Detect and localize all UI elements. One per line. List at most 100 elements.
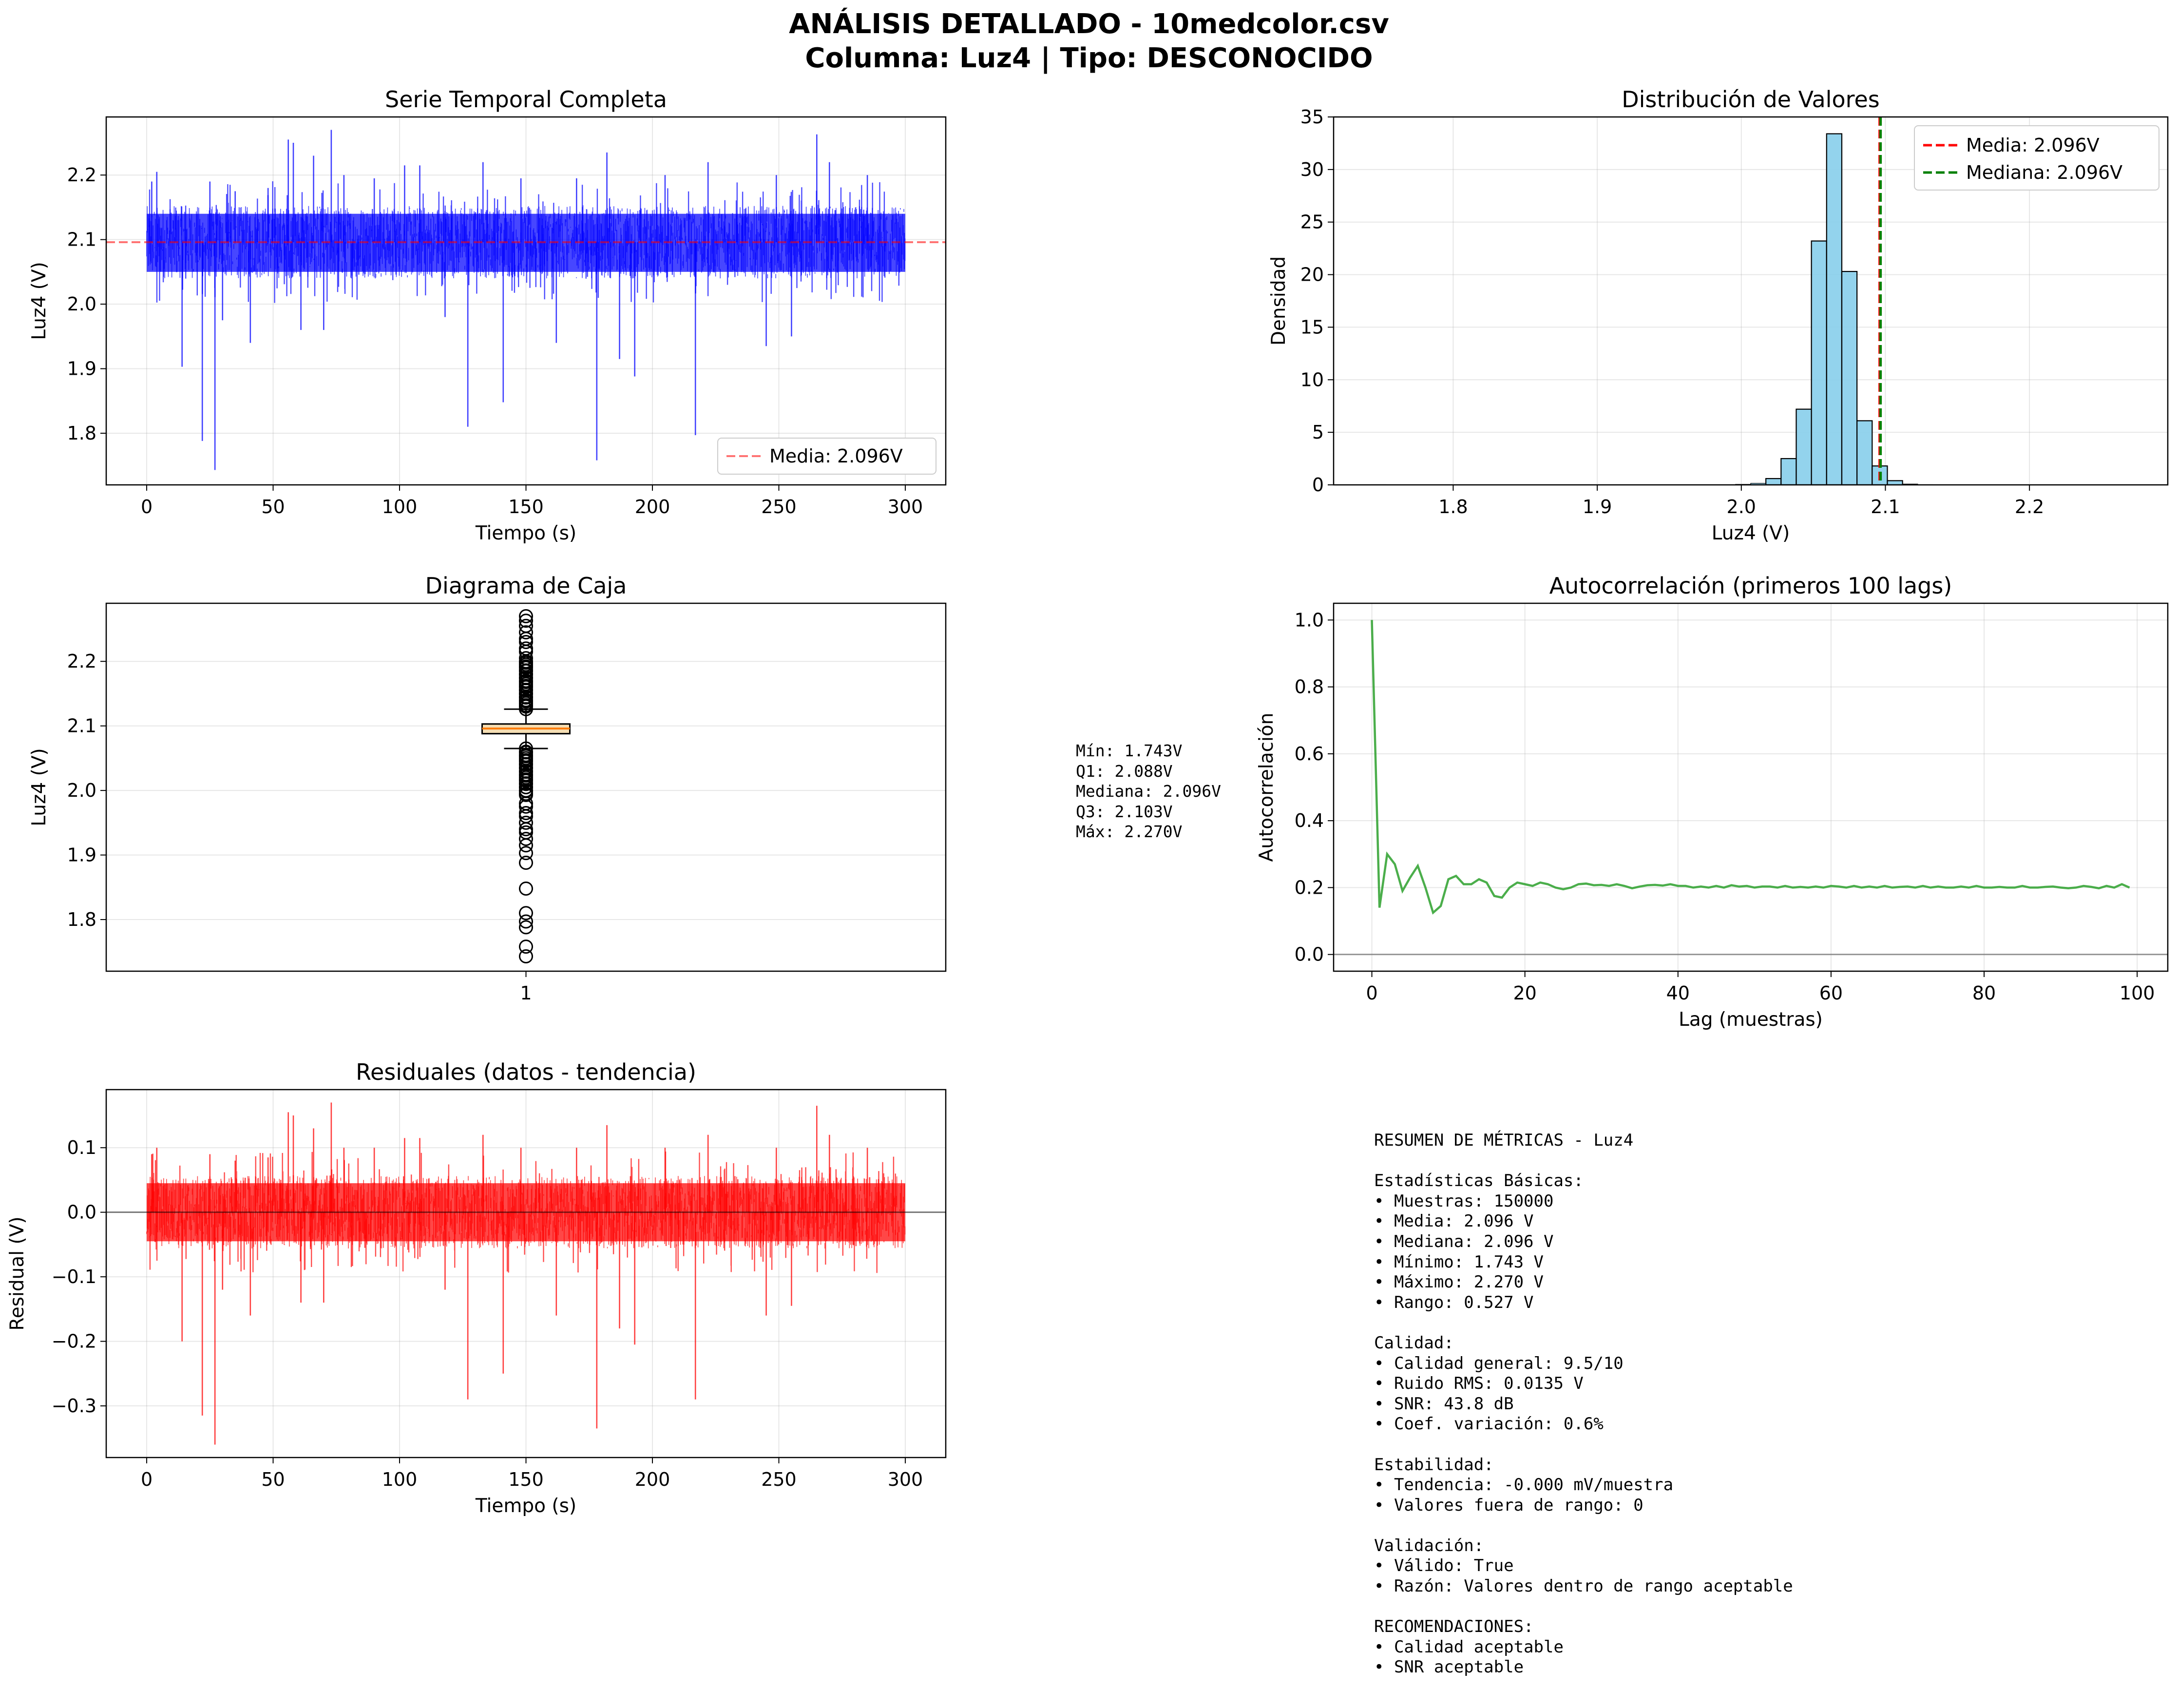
outlier-point bbox=[519, 765, 533, 779]
chart-histogram: 1.8 1.9 2.0 2.1 2.2 0 5 10 15 20 25 30 35 Distribució… bbox=[1268, 86, 2169, 544]
plot-area bbox=[1334, 620, 2168, 956]
summary-line bbox=[1374, 1516, 1793, 1536]
y-tick-label: 2.2 bbox=[67, 651, 96, 672]
summary-line: Calidad: bbox=[1374, 1333, 1454, 1353]
x-tick-label: 200 bbox=[635, 496, 670, 518]
outlier-point bbox=[519, 768, 533, 783]
box-stat-line: Mediana: 2.096V bbox=[1076, 782, 1222, 801]
outlier-point bbox=[519, 806, 533, 820]
box-stat-line: Máx: 2.270V bbox=[1076, 822, 1183, 842]
y-tick-label: 2.1 bbox=[67, 715, 96, 737]
plot-area bbox=[106, 130, 946, 470]
x-axis-label: Luz4 (V) bbox=[1712, 522, 1790, 544]
summary-line: • Calidad general: 9.5/10 bbox=[1374, 1353, 1624, 1373]
chart-title: Distribución de Valores bbox=[1622, 86, 1880, 113]
chart-title: Residuales (datos - tendencia) bbox=[356, 1059, 696, 1085]
chart-residuals: 0 50 100 150 200 250 300 −0.3 −0.2 −0.1 0.0 0.1 Resi… bbox=[6, 1059, 947, 1517]
y-tick-label: 15 bbox=[1300, 316, 1324, 338]
outlier-point bbox=[519, 949, 533, 964]
histogram-bar bbox=[1780, 458, 1797, 485]
outlier-point bbox=[519, 855, 533, 870]
histogram-bar bbox=[1796, 408, 1812, 485]
summary-line: RESUMEN DE MÉTRICAS - Luz4 bbox=[1374, 1131, 1634, 1150]
chart-title: Autocorrelación (primeros 100 lags) bbox=[1549, 573, 1952, 599]
y-tick-label: 30 bbox=[1300, 159, 1324, 180]
summary-line: • Coef. variación: 0.6% bbox=[1374, 1414, 1604, 1434]
summary-line: Estadísticas Básicas: bbox=[1374, 1171, 1584, 1191]
x-axis-label: Tiempo (s) bbox=[475, 522, 576, 544]
legend: Media: 2.096V Mediana: 2.096V bbox=[1914, 125, 2159, 191]
outlier-point bbox=[519, 679, 533, 693]
summary-line bbox=[1374, 1435, 1793, 1455]
y-tick-label: 10 bbox=[1300, 369, 1324, 390]
plot-frame bbox=[105, 116, 947, 486]
outlier-point bbox=[519, 772, 533, 787]
y-tick-label: 0.0 bbox=[1295, 944, 1324, 965]
chart-title: Serie Temporal Completa bbox=[385, 86, 667, 113]
outlier-point bbox=[519, 745, 533, 760]
plot-area bbox=[1371, 117, 2131, 485]
outlier-point bbox=[519, 655, 533, 670]
outlier-point bbox=[519, 641, 533, 656]
x-tick-label: 300 bbox=[888, 1469, 923, 1490]
y-tick-label: 1.9 bbox=[67, 358, 96, 380]
plot-frame bbox=[105, 602, 947, 972]
box-stat-line: Q1: 2.088V bbox=[1076, 761, 1173, 781]
outlier-point bbox=[519, 881, 533, 896]
x-tick-label: 1.9 bbox=[1583, 496, 1612, 518]
plot-frame bbox=[1333, 116, 2169, 486]
outlier-point bbox=[519, 614, 533, 628]
y-axis-label: Residual (V) bbox=[6, 1216, 28, 1330]
outlier-point bbox=[519, 757, 533, 771]
x-tick-label: 50 bbox=[261, 1469, 285, 1490]
x-tick-label: 50 bbox=[261, 496, 285, 518]
y-tick-label: 1.8 bbox=[67, 909, 96, 930]
y-tick-label: 2.0 bbox=[67, 780, 96, 801]
outlier-point bbox=[519, 753, 533, 768]
outlier-point bbox=[519, 682, 533, 697]
y-tick-label: 0.8 bbox=[1295, 676, 1324, 698]
x-tick-label: 0 bbox=[1366, 982, 1377, 1004]
y-tick-label: 2.1 bbox=[67, 229, 96, 250]
series-line bbox=[149, 1151, 896, 1273]
summary-line: • Muestras: 150000 bbox=[1374, 1191, 1554, 1211]
y-axis-label: Autocorrelación bbox=[1256, 713, 1278, 862]
summary-line: • SNR aceptable bbox=[1374, 1657, 1524, 1677]
y-tick-label: 1.9 bbox=[67, 844, 96, 866]
plot-area bbox=[481, 609, 571, 964]
outlier-point bbox=[519, 618, 533, 633]
box-stat-line: Q3: 2.103V bbox=[1076, 802, 1173, 821]
figure-title-line2: Columna: Luz4 | Tipo: DESCONOCIDO bbox=[805, 42, 1373, 74]
legend-box bbox=[1914, 125, 2159, 191]
outlier-point bbox=[519, 686, 533, 701]
summary-line: • Valores fuera de rango: 0 bbox=[1374, 1495, 1643, 1515]
outlier-point bbox=[519, 906, 533, 921]
outlier-point bbox=[519, 659, 533, 674]
y-tick-label: −0.3 bbox=[52, 1395, 96, 1417]
y-tick-label: −0.2 bbox=[52, 1331, 96, 1352]
x-tick-label: 150 bbox=[508, 496, 544, 518]
y-tick-label: 0.0 bbox=[67, 1202, 96, 1223]
x-tick-label: 100 bbox=[382, 496, 418, 518]
y-tick-label: 0.6 bbox=[1295, 743, 1324, 765]
histogram-bar bbox=[1811, 240, 1827, 485]
plot-area bbox=[106, 1102, 946, 1445]
legend-box bbox=[717, 438, 936, 475]
x-tick-label: 2.2 bbox=[2015, 496, 2044, 518]
summary-line: • Tendencia: -0.000 mV/muestra bbox=[1374, 1475, 1674, 1495]
summary-line: • Ruido RMS: 0.0135 V bbox=[1374, 1374, 1584, 1394]
summary-line: • SNR: 43.8 dB bbox=[1374, 1394, 1514, 1414]
outlier-point bbox=[519, 663, 533, 678]
y-tick-label: −0.1 bbox=[52, 1266, 96, 1287]
plot-frame bbox=[1333, 602, 2169, 972]
y-tick-label: 2.2 bbox=[67, 164, 96, 186]
outlier-point bbox=[519, 741, 533, 756]
y-tick-label: 0 bbox=[1312, 474, 1324, 496]
histogram-bar bbox=[1856, 420, 1873, 485]
summary-line: • Rango: 0.527 V bbox=[1374, 1292, 1534, 1312]
outlier-point bbox=[519, 702, 533, 716]
x-axis-label: Tiempo (s) bbox=[475, 1495, 576, 1517]
histogram-bar bbox=[1887, 480, 1903, 485]
summary-line: • Razón: Valores dentro de rango aceptab… bbox=[1374, 1576, 1793, 1596]
